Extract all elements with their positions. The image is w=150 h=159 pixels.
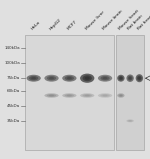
Text: 75kDa: 75kDa	[7, 76, 20, 80]
Text: Mouse brain: Mouse brain	[102, 9, 124, 31]
Ellipse shape	[117, 93, 125, 98]
Ellipse shape	[49, 77, 54, 79]
Ellipse shape	[31, 77, 36, 79]
Ellipse shape	[129, 77, 131, 80]
Ellipse shape	[129, 120, 131, 121]
Bar	[25, 35, 114, 150]
Ellipse shape	[128, 76, 133, 81]
Text: Rat heart: Rat heart	[136, 14, 150, 31]
Ellipse shape	[103, 77, 108, 79]
Text: HepG2: HepG2	[49, 18, 62, 31]
Ellipse shape	[65, 76, 74, 80]
Ellipse shape	[27, 75, 41, 82]
Ellipse shape	[49, 95, 54, 96]
Ellipse shape	[136, 74, 143, 82]
Ellipse shape	[128, 120, 133, 122]
Ellipse shape	[85, 95, 90, 96]
Ellipse shape	[80, 74, 94, 83]
Ellipse shape	[47, 76, 56, 80]
Text: Rat brain: Rat brain	[127, 14, 144, 31]
Text: 140kDa: 140kDa	[5, 46, 20, 50]
Text: 35kDa: 35kDa	[7, 119, 20, 123]
Ellipse shape	[85, 77, 90, 80]
Ellipse shape	[62, 75, 76, 82]
Ellipse shape	[80, 93, 94, 98]
Ellipse shape	[44, 93, 59, 98]
Ellipse shape	[44, 75, 59, 82]
Text: 45kDa: 45kDa	[7, 104, 20, 108]
Ellipse shape	[67, 95, 72, 96]
Ellipse shape	[83, 94, 92, 97]
Ellipse shape	[67, 77, 72, 79]
Ellipse shape	[83, 75, 92, 81]
Ellipse shape	[100, 94, 110, 97]
Text: HeLa: HeLa	[31, 20, 41, 31]
Text: Mouse liver: Mouse liver	[84, 10, 105, 31]
Ellipse shape	[138, 77, 141, 80]
Text: 60kDa: 60kDa	[7, 90, 20, 93]
Bar	[116, 35, 144, 150]
Text: 100kDa: 100kDa	[4, 61, 20, 65]
Ellipse shape	[98, 75, 112, 82]
Ellipse shape	[126, 74, 134, 82]
Ellipse shape	[98, 93, 112, 98]
Ellipse shape	[29, 76, 38, 80]
Ellipse shape	[126, 119, 134, 122]
Ellipse shape	[120, 77, 122, 79]
Ellipse shape	[62, 93, 76, 98]
Ellipse shape	[118, 94, 123, 97]
Text: MCF7: MCF7	[67, 20, 78, 31]
Ellipse shape	[120, 95, 122, 96]
Ellipse shape	[118, 76, 123, 80]
Ellipse shape	[117, 75, 125, 82]
Text: Mouse heart: Mouse heart	[118, 9, 140, 31]
Ellipse shape	[103, 95, 108, 96]
Ellipse shape	[65, 94, 74, 97]
Ellipse shape	[47, 94, 56, 97]
Ellipse shape	[137, 76, 142, 81]
Ellipse shape	[100, 76, 110, 80]
